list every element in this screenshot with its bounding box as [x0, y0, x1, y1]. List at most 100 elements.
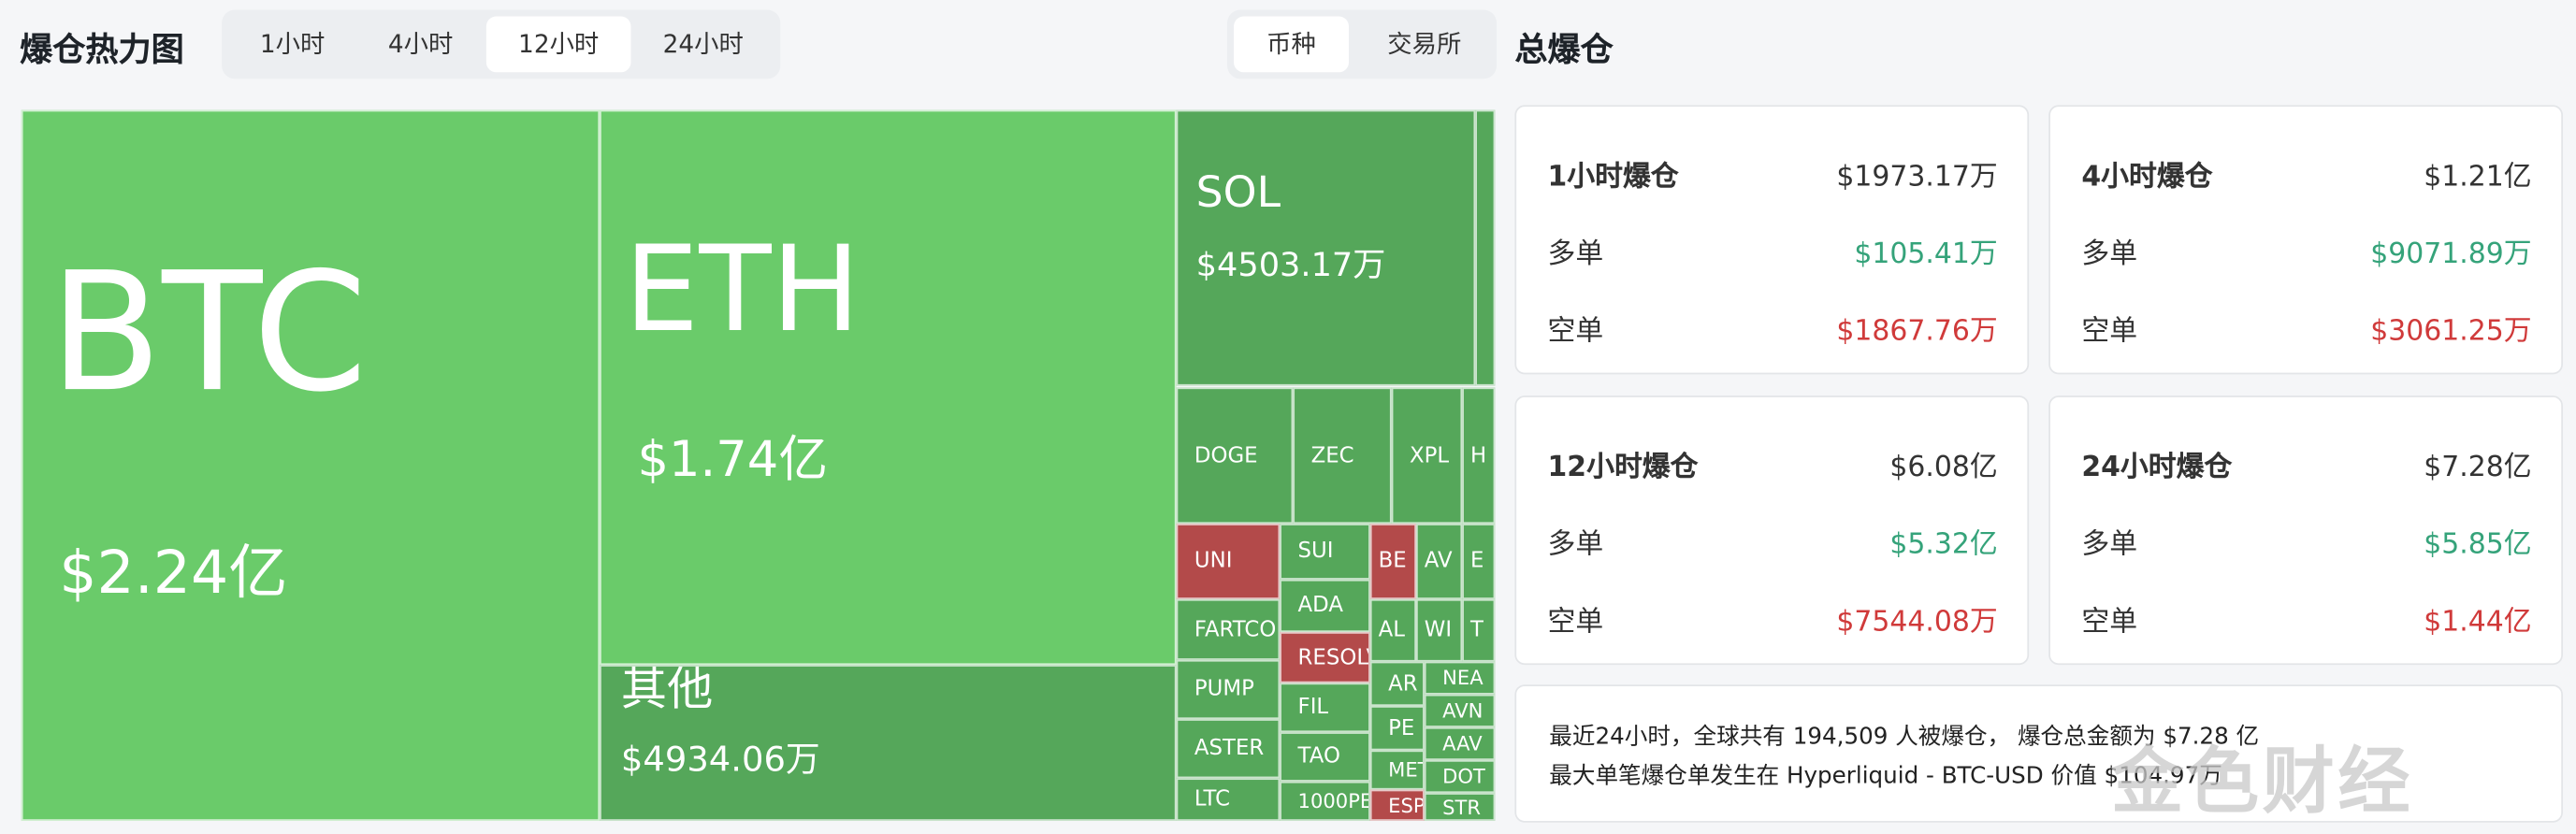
treemap-tile[interactable]: DOGE [1176, 387, 1294, 525]
tile-label: RESOLV [1297, 645, 1369, 670]
tile-label: PE [1388, 715, 1415, 741]
treemap-tile[interactable]: DOT [1424, 759, 1496, 794]
tile-label: UNI [1194, 549, 1233, 574]
tile-label: NEA [1442, 666, 1483, 690]
tile-sliver [1475, 109, 1496, 386]
treemap-tile[interactable]: STR [1424, 793, 1496, 821]
treemap-tile[interactable]: ASTER [1176, 719, 1281, 779]
tile-label: ADA [1297, 593, 1343, 619]
treemap-tile[interactable]: SUI [1280, 524, 1370, 580]
time-tab[interactable]: 12小时 [485, 16, 631, 73]
treemap-tile[interactable]: FIL [1280, 683, 1370, 733]
time-tab[interactable]: 24小时 [662, 29, 744, 60]
treemap-tile[interactable]: LTC [1176, 778, 1281, 821]
row-label: 空单 [1547, 315, 1604, 349]
row-label: 多单 [1547, 237, 1604, 271]
treemap-tile[interactable]: BTC $2.24亿 [21, 109, 601, 821]
tile-value: $4503.17万 [1195, 244, 1386, 284]
treemap-tile[interactable]: WI [1416, 598, 1463, 662]
treemap-tile[interactable]: E [1462, 524, 1496, 599]
row-label: 多单 [2081, 237, 2138, 271]
tile-label: AV [1424, 549, 1453, 574]
tile-label: XPL [1409, 443, 1450, 468]
treemap-tile[interactable]: ETH $1.74亿 [600, 109, 1177, 666]
treemap-tile[interactable]: AAV [1424, 726, 1496, 760]
row-value: $1867.76万 [1836, 315, 1998, 349]
tile-label: H [1469, 443, 1487, 468]
toggle-tab[interactable]: 币种 [1234, 16, 1350, 73]
treemap-tile[interactable]: AR [1369, 661, 1425, 707]
card-total: $6.08亿 [1889, 451, 1998, 484]
treemap-tile[interactable]: AL [1369, 598, 1417, 662]
toggle-tab[interactable]: 交易所 [1387, 29, 1462, 60]
treemap-tile[interactable]: MET [1369, 750, 1425, 790]
tile-label: MET [1388, 758, 1423, 782]
row-value: $7544.08万 [1836, 605, 1998, 640]
treemap-tile[interactable]: 1000PE [1280, 781, 1370, 821]
tile-value: $1.74亿 [637, 431, 829, 490]
treemap-tile[interactable]: AV [1416, 524, 1463, 599]
treemap-tile[interactable]: SOL $4503.17万 [1176, 109, 1476, 386]
tile-label: TAO [1297, 744, 1340, 769]
footer-line: 最大单笔爆仓单发生在 Hyperliquid - BTC-USD 价值 $104… [1549, 763, 2222, 790]
tile-label: FARTCO [1194, 617, 1277, 642]
row-value: $1.44亿 [2424, 605, 2532, 640]
tile-label: 其他 [620, 665, 714, 716]
tile-label: WI [1424, 618, 1453, 643]
summary-card: 1小时爆仓 $1973.17万 多单 $105.41万 空单 $1867.76万 [1514, 105, 2030, 375]
treemap-tile[interactable]: ESP [1369, 789, 1425, 821]
tile-label: BE [1378, 549, 1407, 574]
card-title: 4小时爆仓 [2081, 161, 2213, 194]
group-toggle: 币种 交易所 [1227, 9, 1498, 79]
tile-label: DOT [1442, 765, 1485, 788]
row-value: $5.85亿 [2424, 528, 2532, 562]
treemap-tile[interactable]: H [1462, 387, 1496, 525]
summary-card: 12小时爆仓 $6.08亿多单 $5.32亿空单 $7544.08万 [1514, 395, 2030, 666]
row-value: $9071.89万 [2370, 237, 2532, 271]
time-tab[interactable]: 4小时 [387, 29, 454, 60]
summary-card: 4小时爆仓 $1.21亿 多单 $9071.89万 空单 $3061.25万 [2048, 105, 2563, 375]
treemap-tile[interactable]: 其他 $4934.06万 [600, 665, 1177, 821]
card-title: 12小时爆仓 [1547, 451, 1699, 484]
row-label: 空单 [2081, 605, 2138, 640]
row-value: $5.32亿 [1889, 528, 1998, 562]
treemap-tile[interactable]: UNI [1176, 524, 1281, 599]
tile-label: SOL [1195, 168, 1281, 219]
tile-value: $2.24亿 [59, 539, 288, 608]
treemap-tile[interactable]: FARTCO [1176, 598, 1281, 660]
treemap-tile[interactable]: TAO [1280, 732, 1370, 782]
tile-label: FIL [1297, 695, 1329, 720]
treemap-tile[interactable]: ZEC [1293, 387, 1392, 525]
row-label: 多单 [1547, 528, 1604, 562]
row-label: 空单 [1547, 605, 1604, 640]
row-label: 空单 [2081, 315, 2138, 349]
footer-card: 最近24小时，全球共有 194,509 人被爆仓， 爆仓总金额为 $7.28 亿… [1514, 684, 2563, 823]
treemap-tile[interactable]: PE [1369, 706, 1425, 751]
tile-label: AVN [1442, 699, 1483, 723]
treemap-tile[interactable]: ADA [1280, 579, 1370, 633]
row-value: $105.41万 [1854, 237, 1998, 271]
treemap-tile[interactable]: T [1462, 598, 1496, 662]
treemap-tile[interactable]: BE [1369, 524, 1417, 599]
time-tabs: 1小时 4小时 12小时 24小时 [222, 9, 781, 79]
tile-label: AR [1388, 671, 1418, 697]
treemap-tile[interactable]: PUMP [1176, 659, 1281, 720]
tile-value: $4934.06万 [620, 740, 820, 780]
card-title: 24小时爆仓 [2081, 451, 2233, 484]
tile-label: ASTER [1194, 736, 1265, 761]
treemap-tile[interactable]: NEA [1424, 661, 1496, 695]
tile-label: AL [1378, 618, 1405, 643]
card-total: $1973.17万 [1836, 161, 1998, 194]
row-value: $3061.25万 [2370, 315, 2532, 349]
time-tab[interactable]: 1小时 [259, 29, 326, 60]
tile-label: ESP [1388, 793, 1425, 817]
tile-label: ZEC [1310, 443, 1354, 468]
watermark: 金色财经 [2110, 740, 2414, 825]
treemap-tile[interactable]: AVN [1424, 694, 1496, 727]
treemap-tile[interactable]: RESOLV [1280, 632, 1370, 683]
treemap-tile[interactable]: XPL [1391, 387, 1463, 525]
tile-label: 1000PE [1297, 789, 1370, 813]
tile-label: E [1469, 549, 1484, 574]
